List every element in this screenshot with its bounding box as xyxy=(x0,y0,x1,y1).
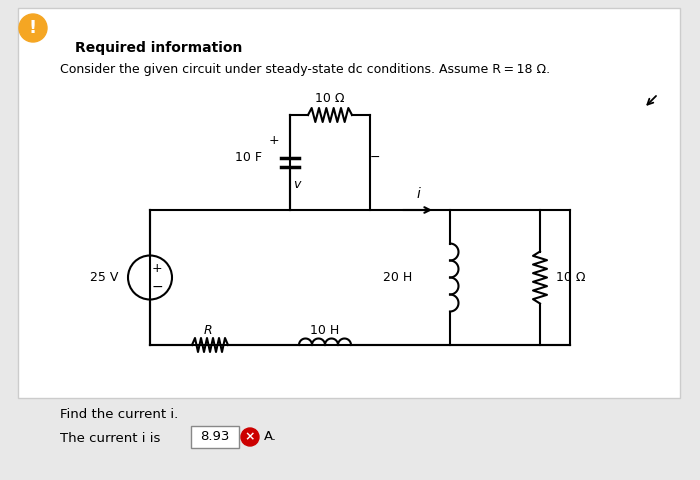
Text: !: ! xyxy=(29,19,37,37)
Text: 8.93: 8.93 xyxy=(200,431,230,444)
FancyBboxPatch shape xyxy=(191,426,239,448)
Circle shape xyxy=(241,428,259,446)
Text: 10 F: 10 F xyxy=(235,151,262,164)
FancyBboxPatch shape xyxy=(18,8,680,398)
Text: ×: × xyxy=(245,431,255,444)
Text: +: + xyxy=(152,262,162,275)
Text: 25 V: 25 V xyxy=(90,271,118,284)
Text: −: − xyxy=(370,151,380,164)
Text: Required information: Required information xyxy=(75,41,242,55)
Text: 10 Ω: 10 Ω xyxy=(556,271,585,284)
Text: +: + xyxy=(269,134,279,147)
Text: −: − xyxy=(151,279,163,293)
Text: R: R xyxy=(204,324,212,337)
Text: 10 Ω: 10 Ω xyxy=(315,93,344,106)
Text: Find the current i.: Find the current i. xyxy=(60,408,178,421)
Text: The current i is: The current i is xyxy=(60,432,160,444)
Text: Consider the given circuit under steady-state dc conditions. Assume R = 18 Ω.: Consider the given circuit under steady-… xyxy=(60,63,550,76)
Text: 10 H: 10 H xyxy=(310,324,340,337)
Text: 20 H: 20 H xyxy=(383,271,412,284)
Text: i: i xyxy=(416,187,420,201)
Circle shape xyxy=(19,14,47,42)
Text: v: v xyxy=(293,178,300,191)
Text: A.: A. xyxy=(264,431,277,444)
